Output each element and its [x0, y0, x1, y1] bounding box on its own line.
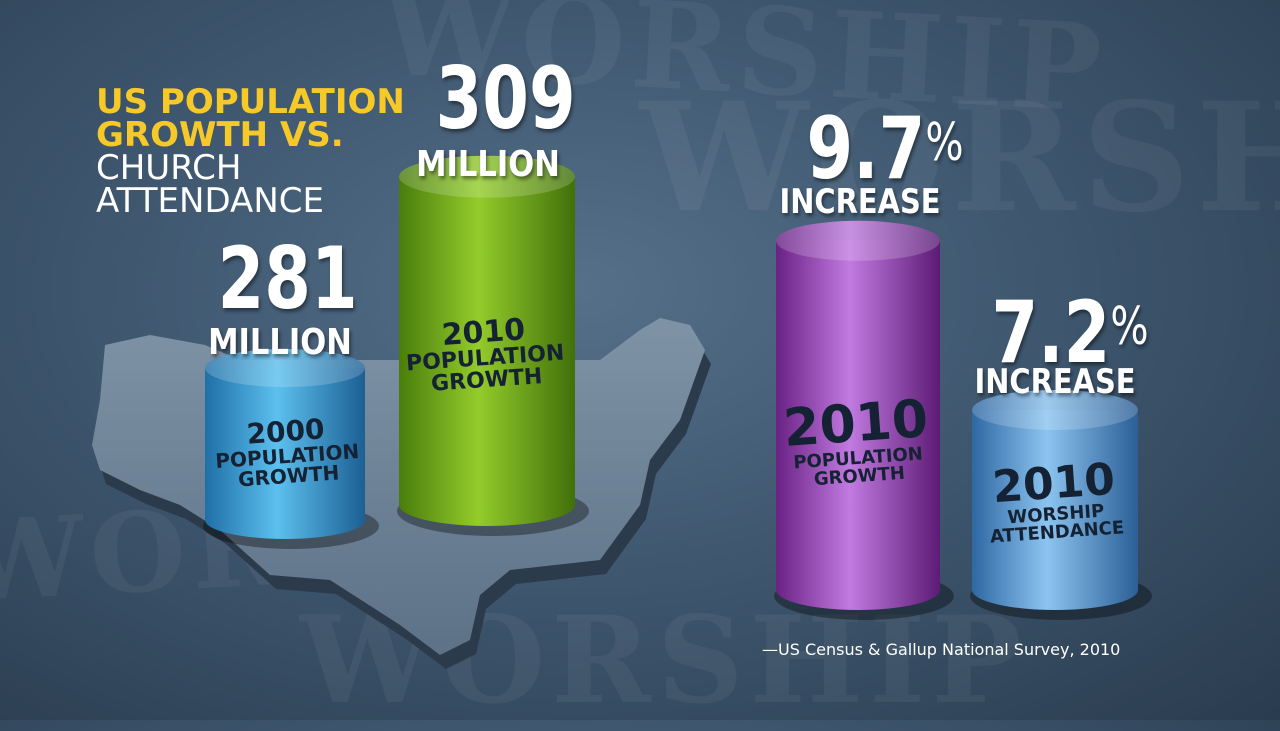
bar-2010-population-body — [399, 176, 575, 526]
unit-label-million-2000: MILLION — [208, 322, 352, 363]
value-label-309: 309 — [435, 49, 576, 149]
increase-label-worship: INCREASE — [974, 362, 1136, 402]
title-line-2: GROWTH VS. — [96, 115, 344, 155]
bar-2010-worship-top-highlight — [972, 390, 1138, 430]
bar-2000-population-body — [205, 368, 365, 539]
bar-2010-worship-body — [972, 410, 1138, 610]
value-9-7-number: 9.7 — [806, 99, 926, 200]
bar-2000-population-top-highlight — [205, 349, 365, 388]
bar-2010-population-top — [399, 155, 575, 198]
bar-2010-population-percent-top — [776, 220, 940, 261]
value-7-2-number: 7.2 — [991, 283, 1111, 384]
bar-label-2010-population: 2010 POPULATION GROWTH — [398, 312, 573, 398]
bar-2010-worship-top — [972, 390, 1138, 430]
chart-title: US POPULATION GROWTH VS. CHURCH ATTENDAN… — [96, 82, 405, 221]
value-label-9-7: 9.7% — [807, 100, 964, 192]
source-citation: —US Census & Gallup National Survey, 201… — [762, 640, 1121, 659]
bar-2000-population-top — [205, 349, 365, 388]
increase-label-population: INCREASE — [779, 182, 941, 222]
percent-sign: % — [925, 113, 964, 173]
bar-2010-population — [397, 155, 589, 536]
bar-2010-worship — [970, 390, 1152, 620]
background-word: WORSHIP — [640, 70, 1280, 246]
title-line-1: US POPULATION — [96, 82, 405, 122]
bar-label-2000-population: 2000 POPULATION GROWTH — [210, 412, 364, 491]
value-label-7-2: 7.2% — [992, 284, 1149, 376]
percent-sign: % — [1110, 297, 1149, 357]
value-label-281: 281 — [217, 229, 358, 329]
bar-label-2010-population-percent: 2010 POPULATION GROWTH — [779, 389, 935, 491]
bar-2010-population-top-highlight — [399, 155, 575, 198]
bar-2000-population — [203, 349, 379, 549]
title-line-3: CHURCH — [96, 148, 242, 188]
bar-2010-population-percent-top-highlight — [776, 220, 940, 261]
title-line-4: ATTENDANCE — [96, 181, 324, 221]
bar-2010-population-percent — [774, 220, 954, 620]
bar-2010-population-percent-body — [776, 240, 940, 611]
bar-label-2010-worship: 2010 WORSHIP ATTENDANCE — [972, 454, 1137, 548]
unit-label-million-2010: MILLION — [416, 144, 560, 185]
